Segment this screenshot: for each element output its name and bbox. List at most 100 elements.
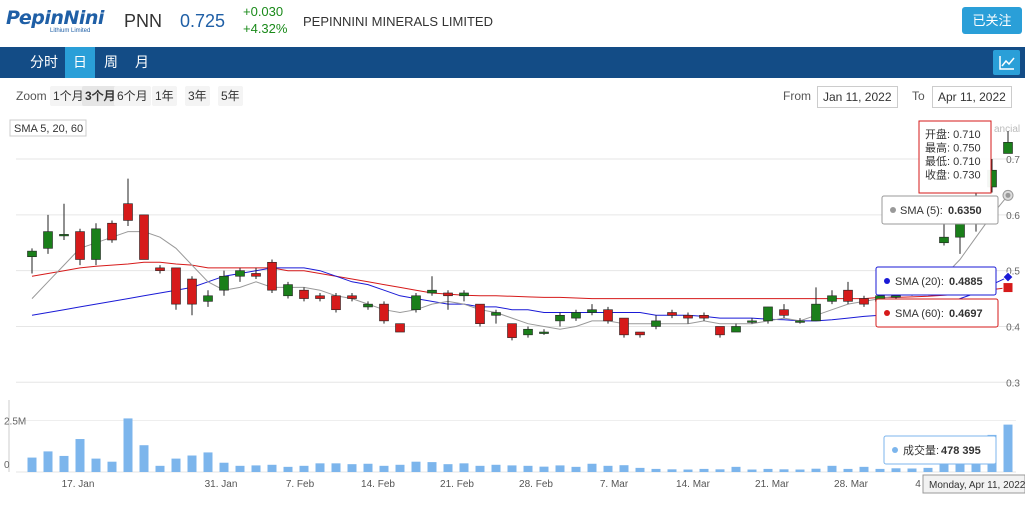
volume-bar [379,465,389,472]
stock-chart[interactable]: ancial SMA 5, 20, 60 0.7 0.6 0.5 0.4 0.3 2.5M 0… [0,114,1025,507]
candle-up [651,320,661,327]
zoom-1m-button[interactable]: 1个月 [50,86,87,106]
candle-down [299,289,309,299]
last-price: 0.725 [180,11,226,31]
volume-bar [555,465,565,472]
volume-tooltip [883,435,997,465]
x-tick-label: 28. Feb [519,479,553,490]
candle-down [395,323,405,333]
volume-bar [683,469,693,472]
sma60-marker-dot [884,310,890,316]
zoom-3y-button[interactable]: 3年 [185,86,210,106]
zoom-1y-button[interactable]: 1年 [152,86,177,106]
candle-up [459,292,469,297]
volume-bar [235,465,245,472]
zoom-5y-button[interactable]: 5年 [218,86,243,106]
sma60-tooltip [875,298,999,328]
price-change: +0.030 +4.32% [243,3,287,37]
candle-down [331,295,341,311]
volume-bar [123,418,133,472]
candle-down [667,312,677,316]
tab-intraday[interactable]: 分时 [30,54,58,70]
volume-bar [811,468,821,472]
sma60-tooltip-value: 0.4697 [949,308,983,320]
sma20-hover-point [1002,271,1014,283]
candle-up [427,289,437,294]
volume-bar [635,467,645,472]
follow-button[interactable]: 已关注 [962,7,1022,34]
sma5-line [31,194,1009,330]
volume-bar [1003,424,1013,472]
tab-daily[interactable]: 日 [65,47,95,78]
volume-bar [779,469,789,472]
price-tick-label: 0.6 [1006,211,1020,222]
candle-up [219,275,229,291]
x-tick-label: 31. Jan [205,479,238,490]
volume-bar [363,463,373,472]
tab-monthly[interactable]: 月 [135,54,149,70]
period-navbar: 分时 日 周 月 [0,47,1025,78]
candle-down [107,222,117,241]
stock-header: PepinNini Lithium Limited PNN 0.725 +0.0… [0,0,1025,44]
candle-down [75,231,85,260]
tab-weekly[interactable]: 周 [104,54,118,70]
candle-down [155,267,165,271]
to-label: To [912,89,925,103]
to-date-input[interactable]: Apr 11, 2022 [932,86,1012,108]
change-percent: +4.32% [243,21,288,36]
ticker-symbol: PNN [124,11,163,31]
candle-up [363,303,373,308]
chart-watermark: ancial [994,124,1020,135]
volume-bar [203,452,213,472]
candle-down [507,323,517,338]
candle-up [763,306,773,322]
sma20-tooltip-value: 0.4885 [949,276,983,288]
ohlc-tooltip-line: 最低: 0.710 [925,155,981,168]
from-label: From [783,89,811,103]
volume-bar [347,464,357,472]
ohlc-tooltip-line: 开盘: 0.710 [925,127,981,141]
x-tick-label: 7. Mar [600,479,629,490]
x-tick-label: 7. Feb [286,479,315,490]
company-name: PEPINNINI MINERALS LIMITED [303,14,493,29]
candle-down [315,295,325,299]
from-date-input[interactable]: Jan 11, 2022 [817,86,898,108]
candle-down [475,303,485,324]
company-logo: PepinNini Lithium Limited [6,8,104,38]
volume-bar [395,464,405,472]
volume-bar [187,455,197,472]
volume-tick-label: 2.5M [4,416,26,427]
volume-bar [587,463,597,472]
sma5-tooltip-value: 0.6350 [948,205,982,217]
volume-bar [651,468,661,472]
candle-down [635,331,645,336]
volume-marker-dot [892,447,898,453]
zoom-3m-button[interactable]: 3个月 [82,86,119,106]
candle-down [251,273,261,277]
volume-tooltip-label: 成交量: [903,443,939,457]
candle-down [779,309,789,316]
sma5-marker-dot [890,207,896,213]
line-chart-icon[interactable] [993,50,1020,75]
volume-bar [619,465,629,472]
price-tick-label: 0.5 [1006,267,1020,278]
ohlc-tooltip-line: 最高: 0.750 [925,141,981,155]
volume-bar [139,445,149,472]
candle-down [171,267,181,305]
volume-bar [539,466,549,472]
candlestick-chart-svg[interactable]: ancial SMA 5, 20, 60 0.7 0.6 0.5 0.4 0.3 2.5M 0… [0,114,1025,507]
sma20-tooltip [875,266,997,296]
volume-bar [715,469,725,472]
logo-subtitle: Lithium Limited [50,28,91,34]
candle-up [91,228,101,260]
volume-bar [859,466,869,472]
x-tick-label: 17. Jan [62,479,95,490]
date-tooltip-text: Monday, Apr 11, 2022 [929,480,1025,491]
candle-up [939,236,949,244]
candle-down [715,326,725,336]
volume-bar [91,458,101,472]
candle-down [443,292,453,297]
sma5-tooltip [881,195,999,225]
zoom-6m-button[interactable]: 6个月 [114,86,151,106]
candle-up [523,328,533,336]
